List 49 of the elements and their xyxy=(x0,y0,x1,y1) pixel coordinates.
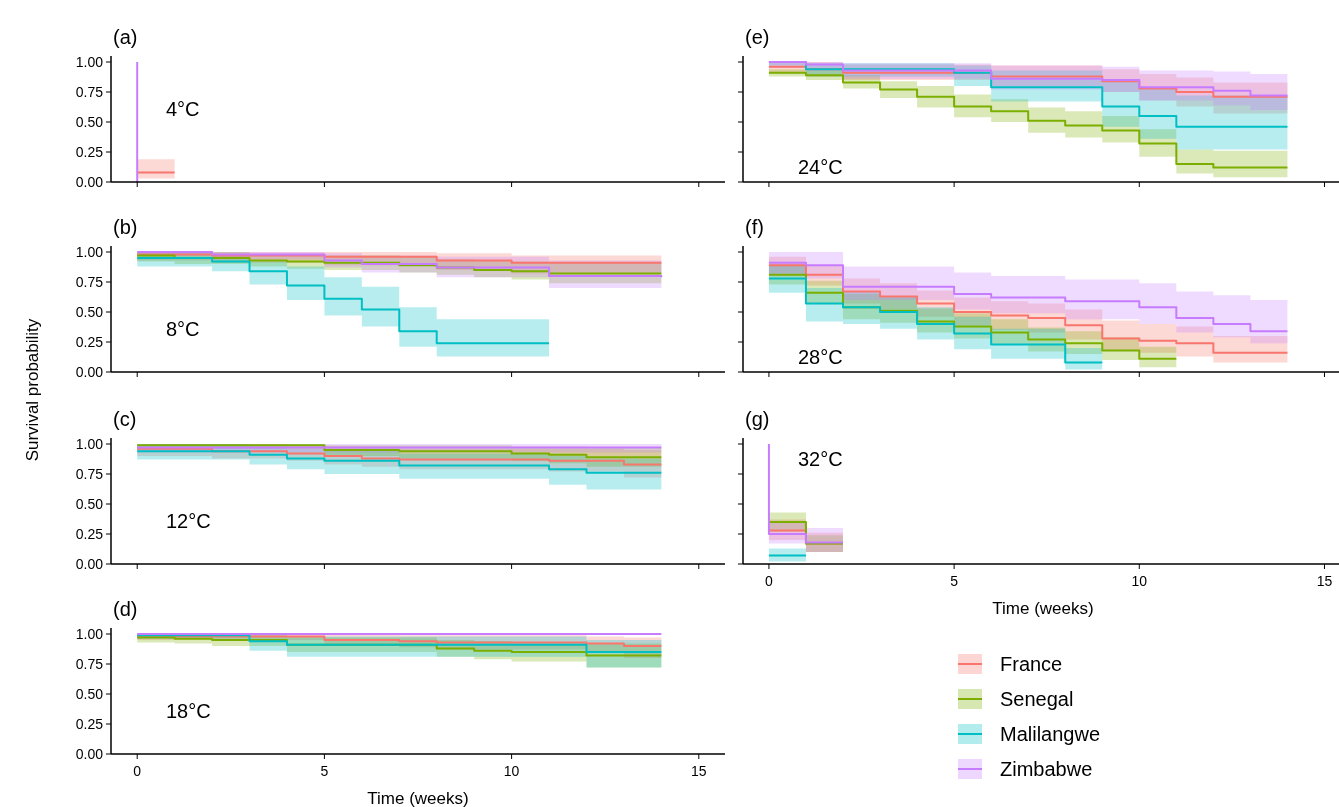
x-axis-title: Time (weeks) xyxy=(367,789,469,807)
y-tick-label: 0.75 xyxy=(75,466,104,482)
x-tick-label: 10 xyxy=(1131,573,1148,589)
y-tick-label: 0.00 xyxy=(75,746,104,762)
y-tick-label: 0.25 xyxy=(75,716,104,732)
x-tick-label: 15 xyxy=(691,763,707,779)
y-tick-label: 0.50 xyxy=(75,304,104,320)
x-tick-label: 10 xyxy=(503,763,520,779)
legend-label: France xyxy=(1000,653,1063,675)
annotation: 4°C xyxy=(166,98,200,120)
y-tick-label: 0.25 xyxy=(75,144,104,160)
annotation: 24°C xyxy=(798,156,843,178)
chart-title: (c) xyxy=(113,408,137,430)
chart-title: (a) xyxy=(113,26,138,48)
y-tick-label: 0.75 xyxy=(75,84,104,100)
x-tick-label: 5 xyxy=(320,763,329,779)
legend-label: Zimbabwe xyxy=(1000,758,1093,780)
legend-label: Malilangwe xyxy=(1000,723,1101,745)
annotation: 12°C xyxy=(166,510,211,532)
chart-title: (b) xyxy=(113,216,138,238)
y-tick-label: 0.50 xyxy=(75,686,104,702)
x-tick-label: 15 xyxy=(1316,573,1333,589)
legend-label: Senegal xyxy=(1000,688,1074,710)
y-tick-label: 0.50 xyxy=(75,496,104,512)
y-tick-label: 1.00 xyxy=(75,244,104,260)
x-axis-title: Time (weeks) xyxy=(992,599,1094,618)
annotation: 28°C xyxy=(798,346,843,368)
x-tick-label: 0 xyxy=(133,763,142,779)
x-tick-label: 5 xyxy=(950,573,959,589)
annotation: 32°C xyxy=(798,448,843,470)
chart-title: (d) xyxy=(113,598,138,620)
y-tick-label: 0.75 xyxy=(75,274,104,290)
y-tick-label: 0.00 xyxy=(75,174,104,190)
annotation: 8°C xyxy=(166,318,200,340)
y-tick-label: 0.00 xyxy=(75,364,104,380)
y-tick-label: 0.50 xyxy=(75,114,104,130)
y-tick-label: 0.25 xyxy=(75,526,104,542)
y-tick-label: 0.75 xyxy=(75,656,104,672)
annotation: 18°C xyxy=(166,700,211,722)
chart-title: (f) xyxy=(745,216,764,238)
y-axis-title: Survival probability xyxy=(23,318,42,462)
y-tick-label: 1.00 xyxy=(75,436,104,452)
y-tick-label: 0.00 xyxy=(75,556,104,572)
y-tick-label: 0.25 xyxy=(75,334,104,350)
chart-title: (g) xyxy=(745,408,770,430)
y-tick-label: 1.00 xyxy=(75,626,104,642)
y-tick-label: 1.00 xyxy=(75,54,104,70)
chart-title: (e) xyxy=(745,26,770,48)
x-tick-label: 0 xyxy=(765,573,774,589)
